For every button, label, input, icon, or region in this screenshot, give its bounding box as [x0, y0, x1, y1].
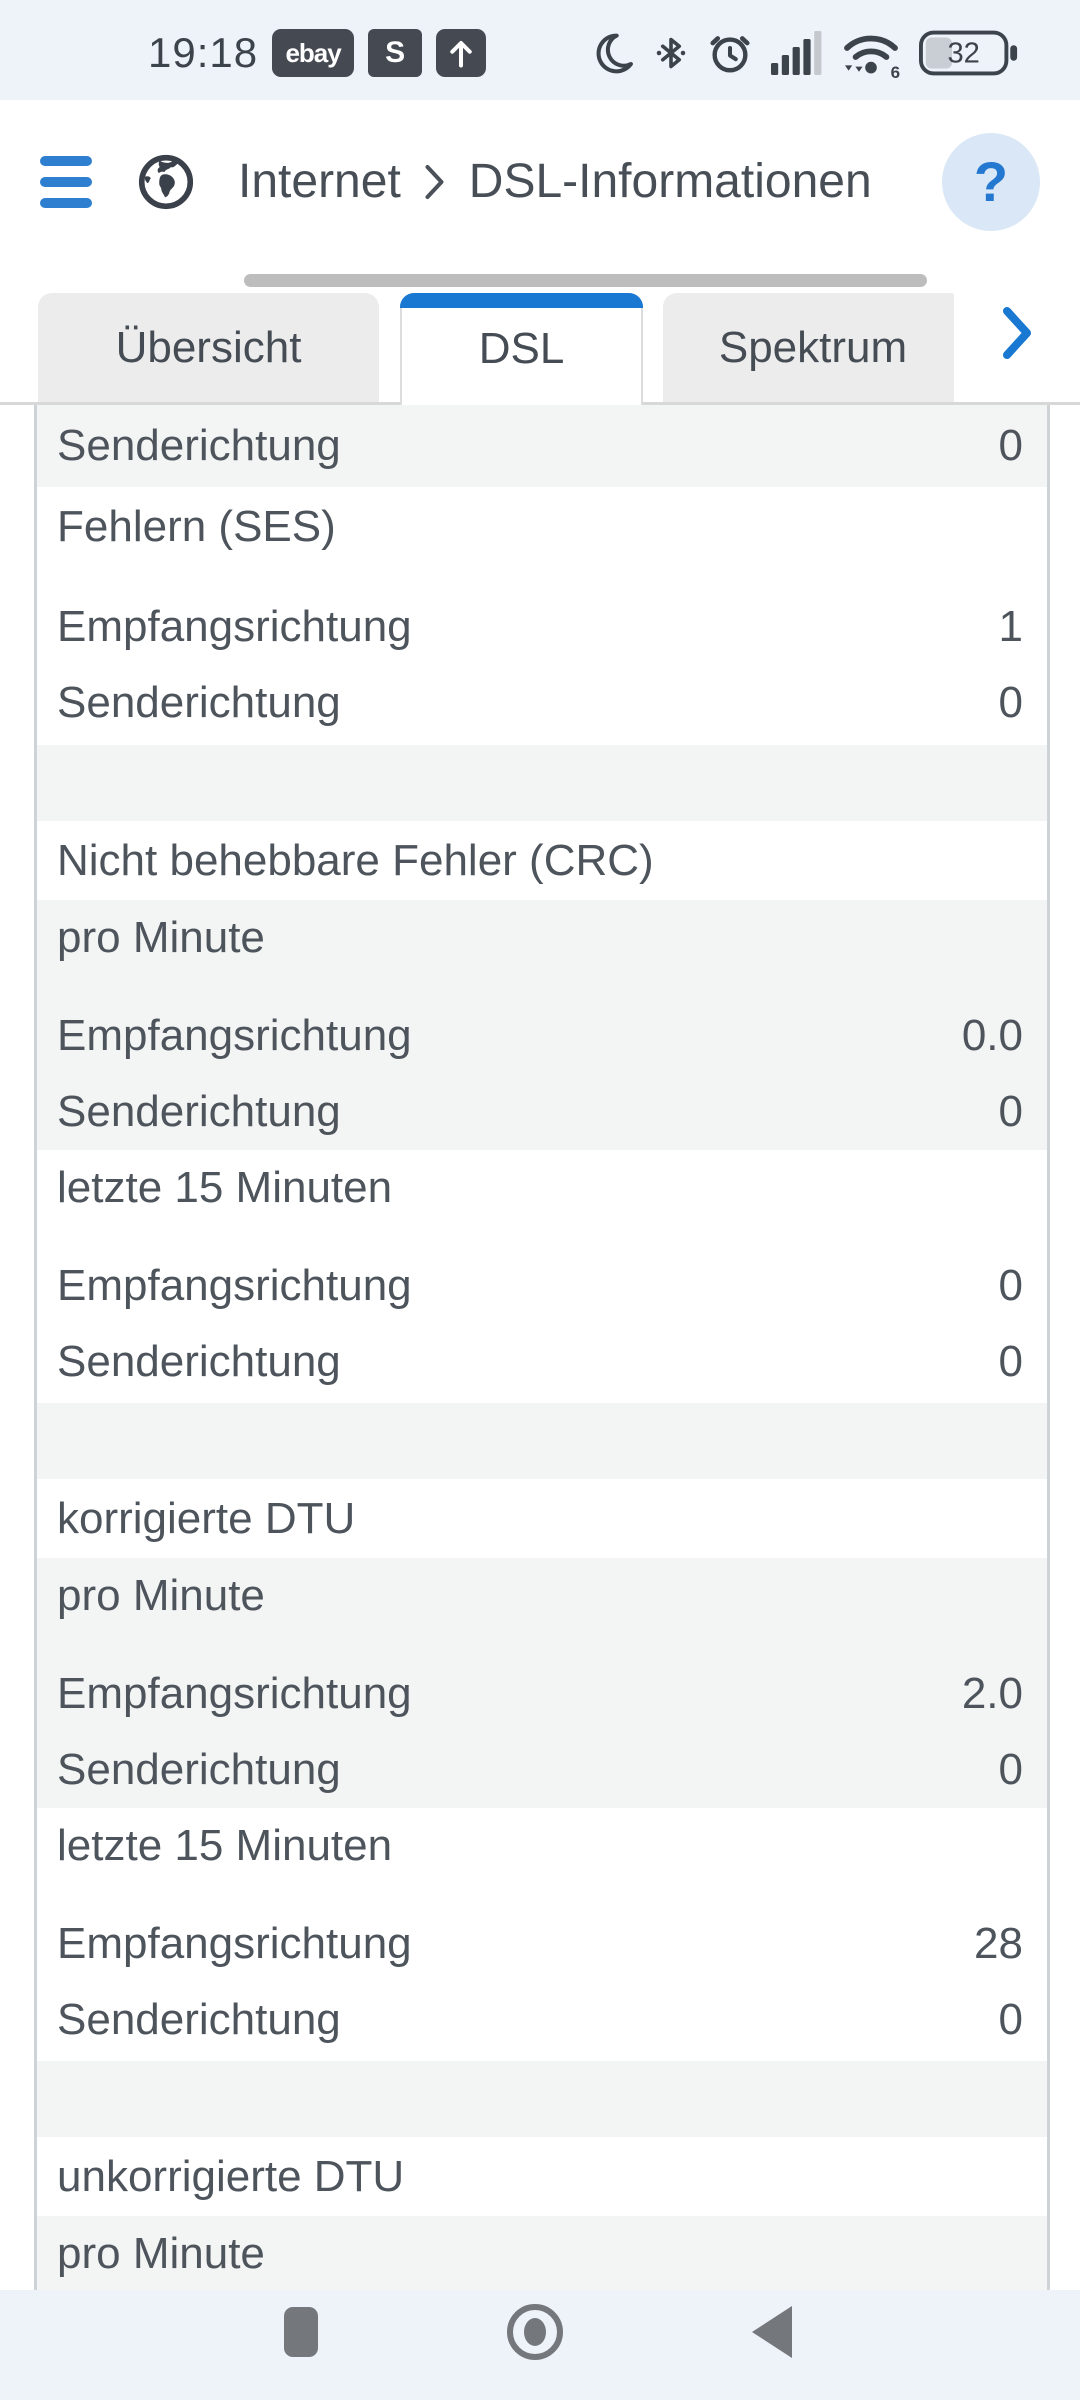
- row-value: 1: [998, 602, 1023, 651]
- section-title: Fehlern (SES): [57, 502, 336, 551]
- table-row: Empfangsrichtung 0.0: [37, 998, 1047, 1074]
- table-row: Empfangsrichtung 1: [37, 589, 1047, 665]
- row-label: Senderichtung: [57, 678, 341, 727]
- row-value: 0.0: [961, 1011, 1023, 1060]
- table-row: Senderichtung 0: [37, 1732, 1047, 1808]
- notification-badge-ebay: ebay: [272, 29, 355, 77]
- row-label: Senderichtung: [57, 1745, 341, 1794]
- table-subsection: pro Minute: [37, 2216, 1047, 2290]
- home-dot-icon: [524, 2318, 546, 2346]
- signal-strength-icon: [771, 31, 822, 75]
- table-row: Empfangsrichtung 0: [37, 1248, 1047, 1324]
- tab-strip: Übersicht DSL Spektrum: [0, 263, 1080, 405]
- table-row: Empfangsrichtung 28: [37, 1906, 1047, 1982]
- globe-icon: [138, 154, 194, 209]
- section-separator: [37, 1403, 1047, 1479]
- row-label: Empfangsrichtung: [57, 1261, 412, 1310]
- section-title: unkorrigierte DTU: [57, 2151, 405, 2201]
- status-icons: 6 32: [591, 27, 1020, 79]
- table-row: Senderichtung 0: [37, 665, 1047, 741]
- tab-uebersicht[interactable]: Übersicht: [38, 293, 379, 402]
- menu-button[interactable]: [40, 155, 92, 208]
- row-value: 0: [998, 1745, 1023, 1794]
- row-label: Empfangsrichtung: [57, 602, 412, 651]
- moon-icon: [596, 33, 633, 74]
- android-nav-bar: [0, 2290, 1080, 2400]
- table-subsection: letzte 15 Minuten Empfangsrichtung 0 Sen…: [37, 1150, 1047, 1403]
- table-row: Senderichtung 0: [37, 405, 1047, 487]
- row-value: 0: [998, 678, 1023, 727]
- battery-percent-label: 32: [947, 38, 979, 70]
- row-label: Senderichtung: [57, 1337, 341, 1386]
- question-mark: ?: [973, 150, 1009, 213]
- notification-badge-upload: [436, 29, 487, 77]
- help-button[interactable]: ?: [942, 132, 1040, 231]
- section-title: Nicht behebbare Fehler (CRC): [57, 835, 654, 885]
- page-content: Senderichtung 0 Fehlern (SES) Empfangsri…: [0, 405, 1080, 2290]
- table-section: Fehlern (SES) Empfangsrichtung 1 Senderi…: [37, 487, 1047, 745]
- hamburger-icon: [40, 155, 92, 166]
- table-block: Senderichtung 0: [37, 405, 1047, 487]
- subsection-title: pro Minute: [57, 1571, 265, 1620]
- tab-spektrum[interactable]: Spektrum: [663, 293, 963, 402]
- table-row: Senderichtung 0: [37, 1324, 1047, 1400]
- arrow-up-icon: [450, 41, 472, 68]
- table-section: korrigierte DTU: [37, 1479, 1047, 1558]
- row-label: Empfangsrichtung: [57, 1011, 412, 1060]
- row-value: 0: [998, 1995, 1023, 2044]
- s-badge-label: S: [385, 36, 406, 69]
- subsection-title: letzte 15 Minuten: [57, 1163, 393, 1212]
- row-label: Senderichtung: [57, 421, 341, 470]
- subsection-title: pro Minute: [57, 913, 265, 962]
- tab-dsl[interactable]: DSL: [400, 293, 643, 405]
- tabs-scroll-right-button[interactable]: [954, 263, 1080, 402]
- app-header: Internet DSL-Informationen ?: [0, 100, 1080, 263]
- section-separator: [37, 2061, 1047, 2137]
- table-subsection: pro Minute Empfangsrichtung 0.0 Senderic…: [37, 900, 1047, 1150]
- row-label: Senderichtung: [57, 1087, 341, 1136]
- row-label: Senderichtung: [57, 1995, 341, 2044]
- breadcrumb-separator-icon: [423, 163, 447, 201]
- tab-scrollbar[interactable]: [244, 274, 927, 287]
- row-value: 0: [998, 1261, 1023, 1310]
- ebay-badge-label: ebay: [285, 37, 341, 68]
- row-value: 28: [974, 1919, 1023, 1968]
- section-separator: [37, 745, 1047, 821]
- subsection-title: pro Minute: [57, 2229, 265, 2278]
- table-row: Senderichtung 0: [37, 1074, 1047, 1150]
- back-button[interactable]: [752, 2306, 792, 2358]
- table-row: Senderichtung 0: [37, 1982, 1047, 2058]
- table-subsection: pro Minute Empfangsrichtung 2.0 Senderic…: [37, 1558, 1047, 1808]
- row-value: 0: [998, 1087, 1023, 1136]
- home-button[interactable]: [507, 2304, 563, 2360]
- breadcrumb-item-internet[interactable]: Internet: [238, 155, 401, 208]
- row-value: 2.0: [961, 1669, 1023, 1718]
- breadcrumb: Internet DSL-Informationen: [238, 154, 872, 209]
- breadcrumb-item-current: DSL-Informationen: [468, 155, 872, 208]
- row-label: Empfangsrichtung: [57, 1919, 412, 1968]
- row-label: Empfangsrichtung: [57, 1669, 412, 1718]
- recents-button[interactable]: [284, 2307, 318, 2357]
- wifi-6-icon: 6: [844, 35, 900, 79]
- table-section: unkorrigierte DTU: [37, 2137, 1047, 2216]
- status-bar: 19:18 ebay S: [0, 0, 1080, 100]
- chevron-right-icon: [1003, 306, 1031, 359]
- battery-icon: 32: [919, 30, 1018, 76]
- subsection-title: letzte 15 Minuten: [57, 1821, 393, 1870]
- wifi-standard-label: 6: [891, 63, 900, 79]
- section-title: korrigierte DTU: [57, 1493, 356, 1543]
- alarm-clock-icon: [710, 36, 750, 73]
- dsl-statistics-table: Senderichtung 0 Fehlern (SES) Empfangsri…: [34, 405, 1050, 2290]
- row-value: 0: [998, 1337, 1023, 1386]
- clock-text: 19:18: [148, 29, 259, 76]
- bluetooth-icon: [656, 37, 686, 69]
- table-subsection: letzte 15 Minuten Empfangsrichtung 28 Se…: [37, 1808, 1047, 2061]
- active-tab-indicator: [400, 293, 643, 308]
- row-value: 0: [998, 421, 1023, 470]
- table-section: Nicht behebbare Fehler (CRC): [37, 821, 1047, 900]
- table-row: Empfangsrichtung 2.0: [37, 1656, 1047, 1732]
- notification-badge-s: S: [368, 29, 423, 77]
